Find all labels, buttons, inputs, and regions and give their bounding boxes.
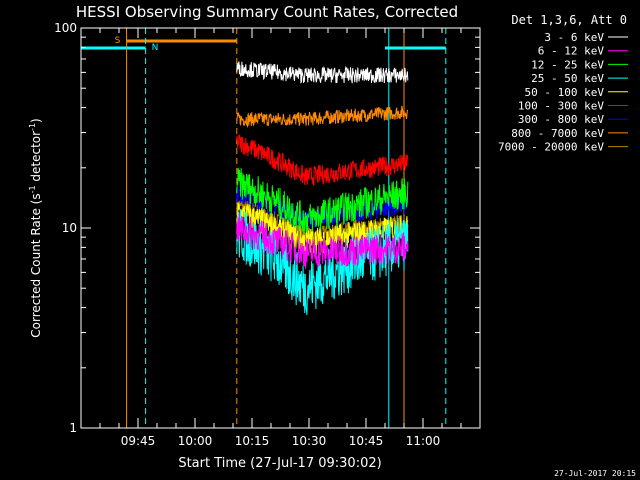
y-axis-label-main: Corrected Count Rate (s [29, 193, 43, 337]
series-line [236, 203, 409, 255]
x-axis-label: Start Time (27-Jul-17 09:30:02) [178, 456, 381, 471]
legend-entry: 100 - 300 keV [518, 100, 604, 113]
x-tick-label: 10:30 [292, 434, 327, 448]
x-tick-label: 10:45 [349, 434, 384, 448]
series-line [236, 167, 409, 234]
flag-label: N [152, 43, 159, 53]
series-line [236, 61, 409, 84]
series-line [236, 212, 409, 269]
y-axis-label-sup2: -1 [28, 123, 37, 131]
chart-title: HESSI Observing Summary Count Rates, Cor… [76, 3, 458, 21]
legend-entry: 300 - 800 keV [518, 113, 604, 126]
x-tick-label: 10:00 [178, 434, 213, 448]
y-tick-label: 10 [62, 221, 77, 235]
legend-entry: 12 - 25 keV [531, 58, 604, 71]
series-line [236, 105, 409, 128]
y-axis-label-end: ) [29, 118, 43, 123]
series-line [236, 134, 409, 186]
legend-entry: 7000 - 20000 keV [498, 141, 604, 154]
y-axis-label: Corrected Count Rate (s-1 detector-1) [28, 118, 43, 337]
legend-entry: 50 - 100 keV [525, 86, 605, 99]
x-tick-label: 11:00 [406, 434, 441, 448]
timestamp: 27-Jul-2017 20:15 [554, 469, 636, 478]
legend-title: Det 1,3,6, Att 0 [511, 13, 627, 27]
flag-label: S [115, 36, 121, 46]
x-tick-label: 09:45 [121, 434, 156, 448]
plot-area: SN [81, 28, 447, 428]
y-tick-label: 1 [69, 421, 77, 435]
axes: 1 10 100 09:45 10:00 10:15 10:30 10:45 11:00 [54, 21, 481, 448]
x-tick-label: 10:15 [235, 434, 270, 448]
y-axis-label-sup1: -1 [28, 185, 37, 193]
legend-entry: 6 - 12 keV [538, 45, 605, 58]
legend-entry: 25 - 50 keV [531, 72, 604, 85]
y-axis-label-mid: detector [29, 131, 43, 186]
legend-entry: 800 - 7000 keV [511, 127, 604, 140]
legend-entry: 3 - 6 keV [544, 31, 604, 44]
y-tick-label: 100 [54, 21, 77, 35]
